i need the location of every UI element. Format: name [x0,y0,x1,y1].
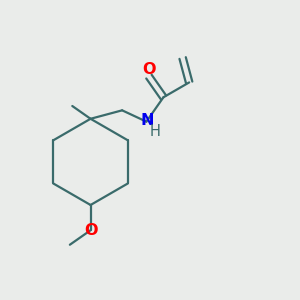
Text: H: H [149,124,160,139]
Text: O: O [142,62,156,77]
Text: O: O [85,223,98,238]
Text: N: N [140,113,154,128]
